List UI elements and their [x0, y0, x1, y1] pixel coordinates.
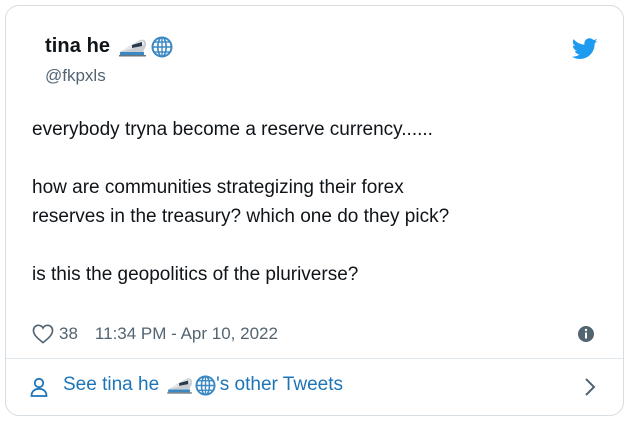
tweet-line-2: how are communities strategizing their f…	[32, 177, 404, 198]
tweet-line-3: reserves in the treasury? which one do t…	[32, 206, 450, 227]
author-display-name[interactable]: tina he	[45, 35, 111, 57]
tweet-line-1: everybody tryna become a reserve currenc…	[32, 119, 433, 140]
like-count: 38	[59, 324, 78, 343]
see-other-tweets-link[interactable]: See tina he	[6, 359, 623, 415]
author-name-row[interactable]: tina he	[45, 35, 173, 58]
tweet-body: everybody tryna become a reserve currenc…	[32, 115, 602, 289]
tweet-timestamp[interactable]: 11:34 PM - Apr 10, 2022	[94, 324, 278, 343]
info-icon[interactable]	[577, 325, 595, 343]
tweet-meta-row: 38 11:34 PM - Apr 10, 2022	[32, 321, 599, 347]
like-button[interactable]: 38	[32, 324, 78, 344]
tweet-line-4: is this the geopolitics of the plurivers…	[32, 264, 359, 285]
footer-suffix: 's other Tweets	[216, 374, 343, 395]
footer-divider	[6, 358, 623, 359]
chevron-right-icon	[585, 378, 596, 396]
bullet-train-emoji-icon	[118, 36, 148, 58]
user-profile-icon	[30, 377, 48, 397]
see-other-tweets-label[interactable]: See tina he	[63, 374, 343, 396]
globe-emoji-icon	[151, 36, 173, 58]
tweet-header: tina he	[6, 6, 623, 106]
author-handle[interactable]: @fkpxls	[45, 66, 106, 85]
heart-icon	[32, 324, 54, 344]
bullet-train-emoji-icon	[166, 375, 194, 395]
tweet-card: tina he	[5, 5, 624, 416]
globe-emoji-icon	[195, 374, 216, 396]
twitter-bird-icon[interactable]	[572, 38, 598, 60]
footer-prefix: See tina he	[63, 374, 160, 395]
